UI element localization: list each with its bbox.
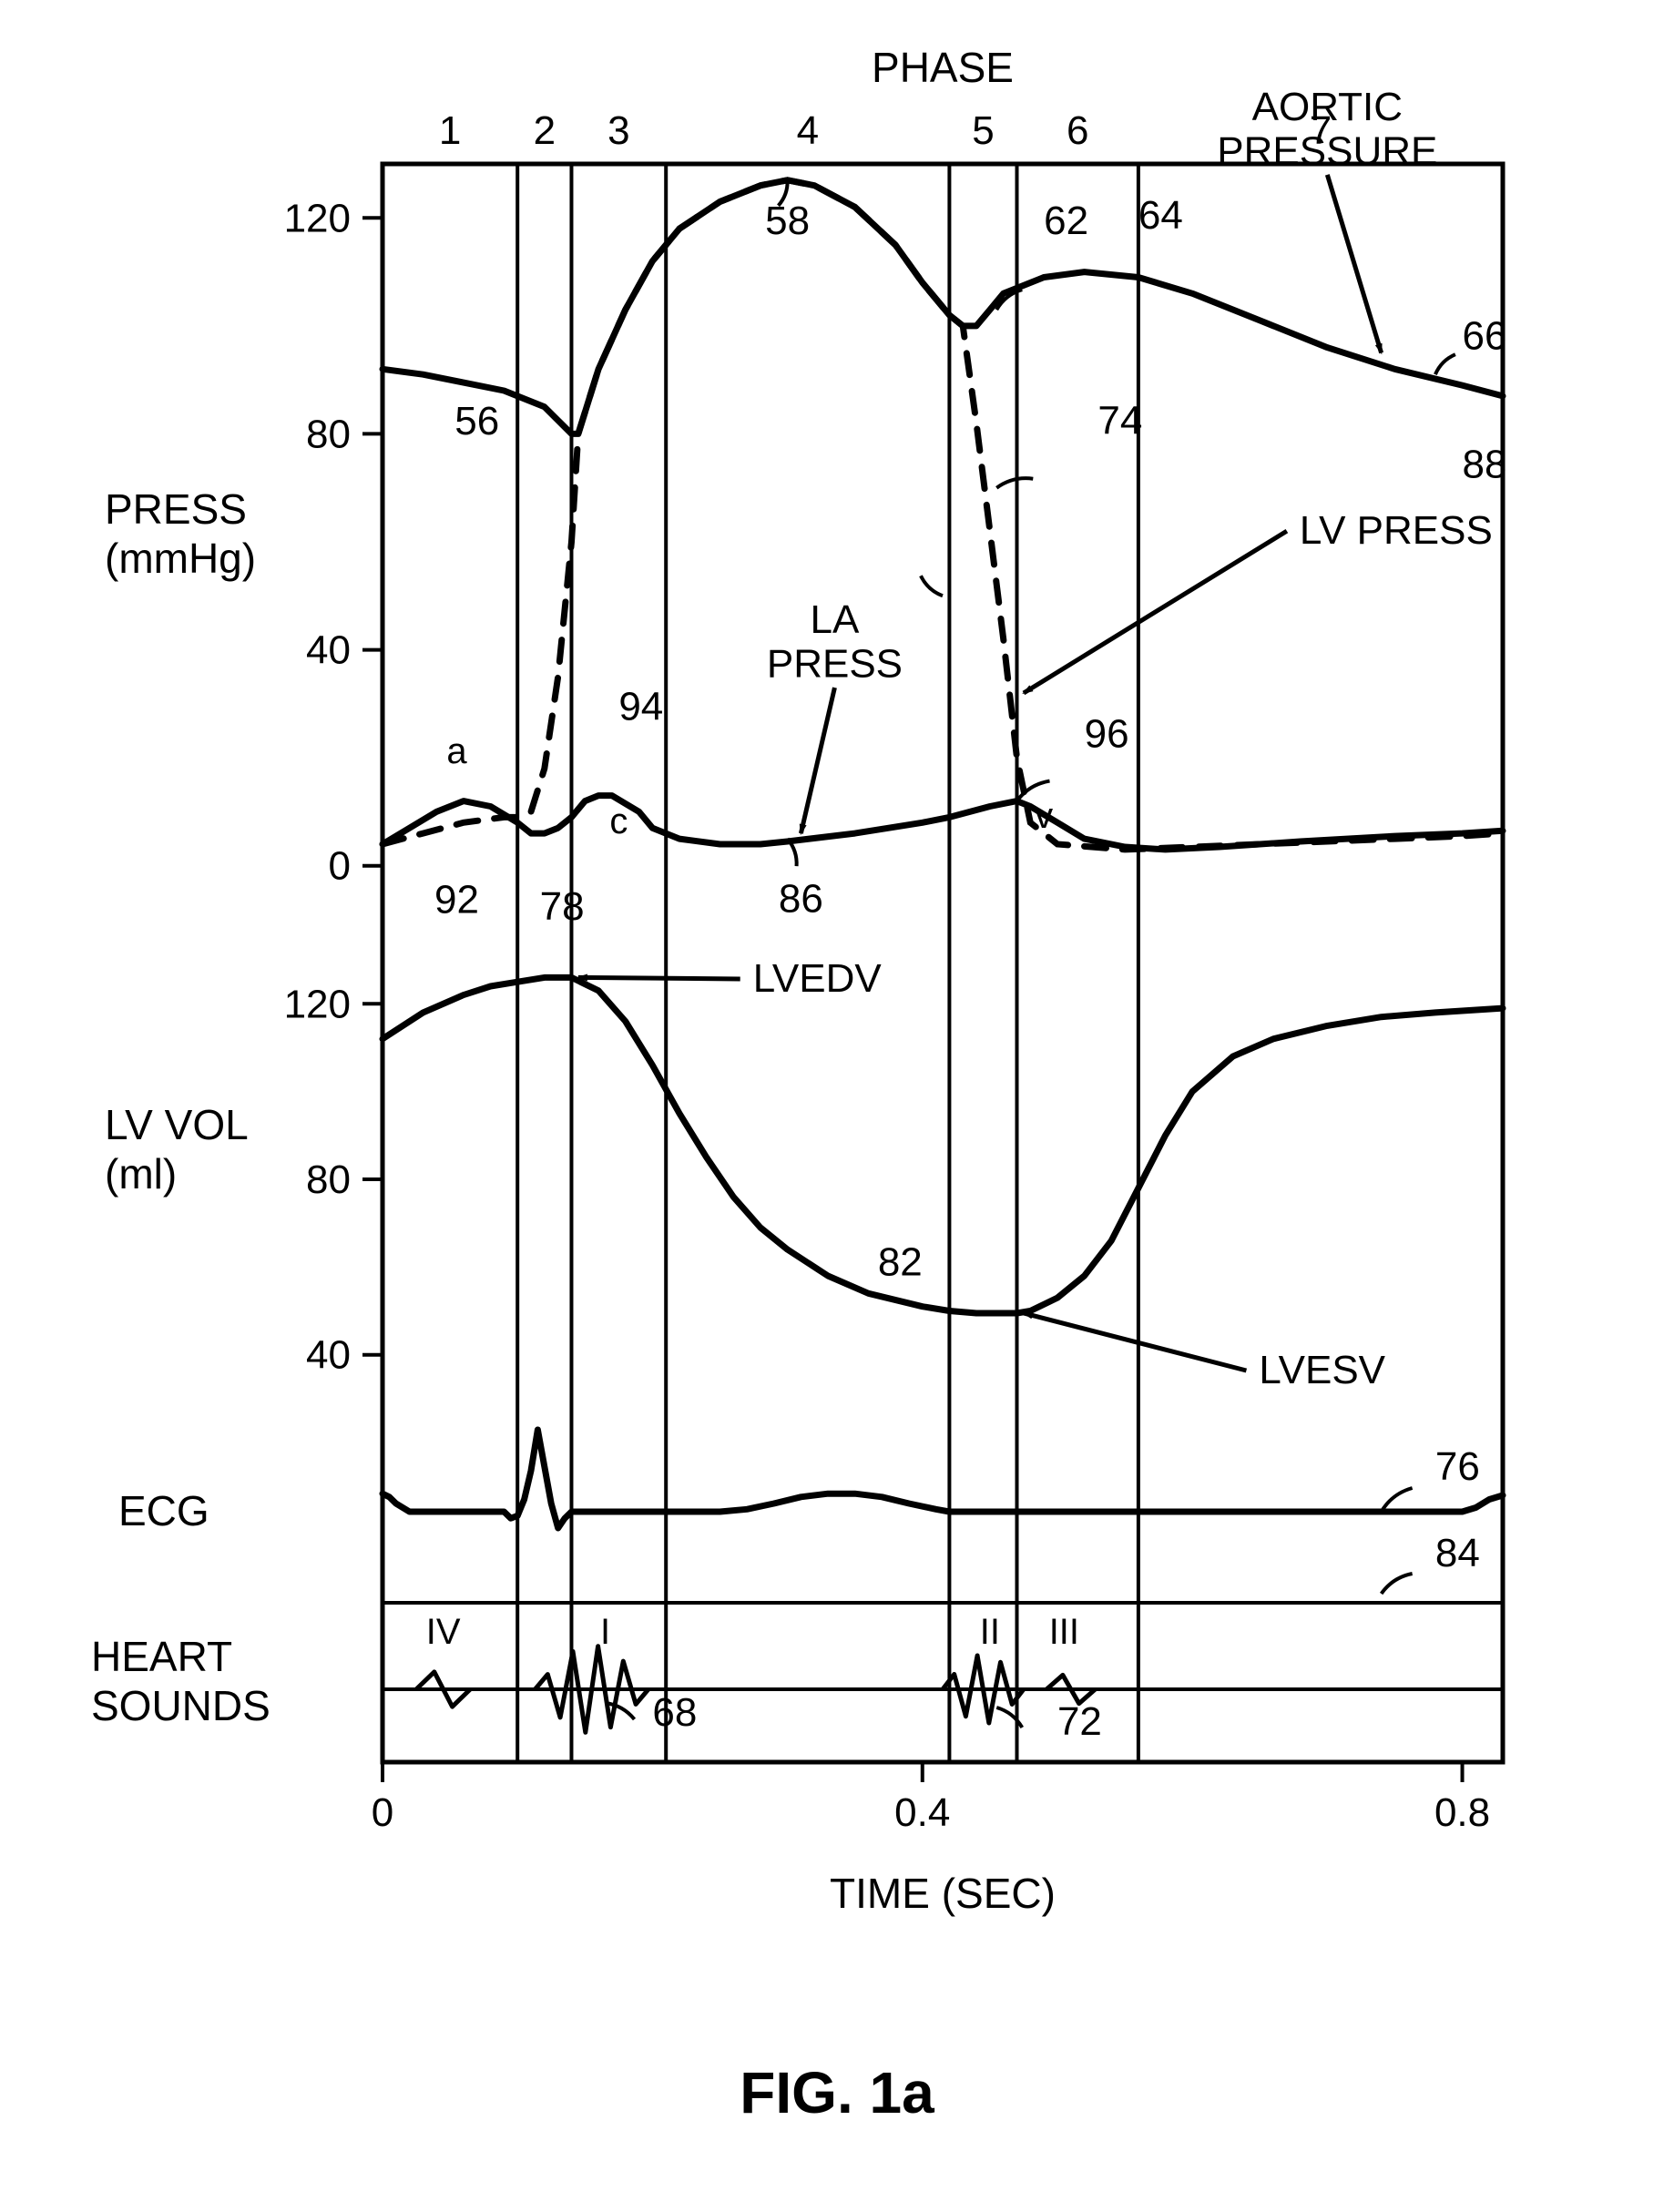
callout-number: 68 (652, 1690, 697, 1735)
callout-number: 82 (878, 1240, 923, 1285)
phase-number-label: 3 (607, 108, 629, 153)
phase-number-label: 5 (972, 108, 994, 153)
press-tick-label: 120 (284, 196, 351, 240)
arrow-label: LVESV (1259, 1348, 1385, 1392)
arrow-leader (1024, 531, 1287, 693)
press-tick-label: 80 (306, 412, 351, 456)
arrow-leader (578, 977, 740, 979)
heart-sound-roman-label: IV (426, 1612, 461, 1652)
heart-sound-roman-label: II (980, 1612, 1000, 1652)
heart-sounds-axis-label: SOUNDS (91, 1682, 270, 1729)
vol-tick-label: 40 (306, 1333, 351, 1378)
arrow-label: LVEDV (753, 956, 883, 1001)
callout-number: 84 (1435, 1531, 1480, 1575)
callout-number: 78 (540, 884, 585, 929)
la-a-wave-label: a (446, 731, 467, 771)
arrow-label: AORTICPRESSURE (1217, 85, 1437, 173)
press-tick-label: 40 (306, 628, 351, 673)
vol-axis-label: LV VOL (105, 1101, 249, 1148)
callout-tick (1382, 1574, 1413, 1594)
callout-tick (1435, 354, 1455, 374)
callout-number: 92 (434, 877, 479, 922)
arrow-leader (1327, 175, 1381, 353)
phase-number-label: 1 (439, 108, 461, 153)
x-tick-label: 0 (372, 1790, 393, 1835)
press-tick-label: 0 (329, 844, 351, 889)
press-axis-label: (mmHg) (105, 535, 256, 582)
x-axis-label: TIME (SEC) (830, 1870, 1056, 1917)
callout-number: 94 (618, 685, 663, 729)
figure-title: FIG. 1a (740, 2060, 934, 2125)
ecg-axis-label: ECG (118, 1487, 209, 1534)
callout-tick (1382, 1488, 1413, 1512)
arrow-label: LAPRESS (767, 597, 903, 686)
phase-header: PHASE (872, 44, 1014, 91)
callout-number: 72 (1057, 1699, 1102, 1744)
callout-number: 58 (765, 199, 810, 243)
la-v-wave-label: v (1035, 796, 1053, 836)
callout-number: 62 (1044, 199, 1088, 243)
wiggers-diagram: PHASE123456700.40.8TIME (SEC)04080120PRE… (0, 0, 1674, 2212)
callout-tick (921, 576, 943, 596)
callout-tick (996, 478, 1033, 488)
ecg-curve (383, 1430, 1503, 1528)
la-c-wave-label: c (609, 801, 628, 841)
heart-sound-S1 (536, 1646, 648, 1733)
la-pressure-curve (383, 796, 1503, 850)
vol-tick-label: 80 (306, 1157, 351, 1202)
callout-number: 88 (1463, 442, 1507, 486)
arrow-label: LV PRESS (1300, 508, 1493, 553)
callout-number: 66 (1463, 313, 1507, 358)
heart-sound-roman-label: III (1049, 1612, 1079, 1652)
callout-number: 76 (1435, 1444, 1480, 1489)
arrow-leader (1024, 1313, 1247, 1371)
lv-volume-curve (383, 977, 1503, 1313)
callout-number: 56 (454, 399, 499, 443)
vol-axis-label: (ml) (105, 1150, 177, 1198)
vol-tick-label: 120 (284, 982, 351, 1026)
phase-number-label: 6 (1067, 108, 1088, 153)
callout-number: 86 (779, 876, 823, 921)
heart-sounds-axis-label: HEART (91, 1633, 232, 1680)
phase-number-label: 2 (534, 108, 556, 153)
press-axis-label: PRESS (105, 485, 247, 533)
x-tick-label: 0.8 (1434, 1790, 1490, 1835)
arrow-leader (801, 688, 834, 833)
callout-number: 64 (1138, 193, 1183, 238)
callout-number: 96 (1085, 711, 1129, 756)
callout-number: 74 (1097, 398, 1142, 443)
heart-sound-roman-label: I (600, 1612, 610, 1652)
phase-number-label: 4 (797, 108, 819, 153)
x-tick-label: 0.4 (894, 1790, 950, 1835)
plot-frame (383, 164, 1503, 1762)
